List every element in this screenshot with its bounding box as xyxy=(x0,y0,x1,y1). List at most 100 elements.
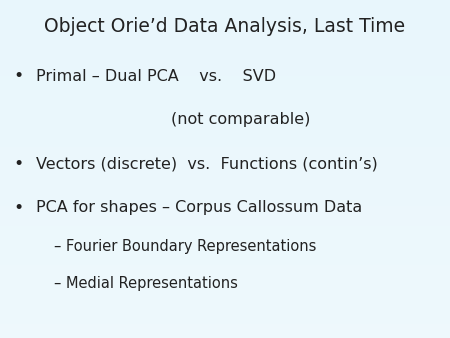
Bar xyxy=(0,59,450,61)
Bar xyxy=(0,230,450,232)
Bar xyxy=(0,56,450,57)
Bar xyxy=(0,132,450,134)
Bar xyxy=(0,210,450,211)
Bar xyxy=(0,15,450,17)
Bar xyxy=(0,292,450,294)
Bar xyxy=(0,137,450,139)
Text: PCA for shapes – Corpus Callossum Data: PCA for shapes – Corpus Callossum Data xyxy=(36,200,362,215)
Bar xyxy=(0,81,450,83)
Bar xyxy=(0,265,450,267)
Bar xyxy=(0,101,450,103)
Bar xyxy=(0,188,450,189)
Bar xyxy=(0,336,450,338)
Bar xyxy=(0,44,450,46)
Bar xyxy=(0,267,450,269)
Bar xyxy=(0,120,450,122)
Bar xyxy=(0,269,450,270)
Bar xyxy=(0,103,450,105)
Bar xyxy=(0,74,450,76)
Bar xyxy=(0,319,450,321)
Bar xyxy=(0,208,450,210)
Bar xyxy=(0,232,450,233)
Bar xyxy=(0,46,450,47)
Bar xyxy=(0,223,450,225)
Bar xyxy=(0,313,450,314)
Text: – Medial Representations: – Medial Representations xyxy=(54,276,238,291)
Bar xyxy=(0,98,450,100)
Bar xyxy=(0,17,450,19)
Bar xyxy=(0,299,450,301)
Bar xyxy=(0,257,450,259)
Bar xyxy=(0,22,450,24)
Bar xyxy=(0,105,450,106)
Bar xyxy=(0,32,450,34)
Bar xyxy=(0,176,450,177)
Bar xyxy=(0,113,450,115)
Bar xyxy=(0,5,450,7)
Bar xyxy=(0,177,450,179)
Bar xyxy=(0,304,450,306)
Bar xyxy=(0,93,450,95)
Bar xyxy=(0,57,450,59)
Bar xyxy=(0,252,450,254)
Bar xyxy=(0,108,450,110)
Bar xyxy=(0,237,450,238)
Bar xyxy=(0,61,450,63)
Bar xyxy=(0,135,450,137)
Bar xyxy=(0,91,450,93)
Bar xyxy=(0,181,450,183)
Bar xyxy=(0,86,450,88)
Bar xyxy=(0,183,450,184)
Bar xyxy=(0,248,450,250)
Bar xyxy=(0,172,450,174)
Bar xyxy=(0,14,450,15)
Text: Vectors (discrete)  vs.  Functions (contin’s): Vectors (discrete) vs. Functions (contin… xyxy=(36,156,378,171)
Text: Object Orie’d Data Analysis, Last Time: Object Orie’d Data Analysis, Last Time xyxy=(45,17,405,36)
Bar xyxy=(0,215,450,216)
Bar xyxy=(0,193,450,194)
Bar xyxy=(0,264,450,265)
Bar xyxy=(0,306,450,308)
Bar xyxy=(0,128,450,130)
Bar xyxy=(0,73,450,74)
Bar xyxy=(0,169,450,171)
Bar xyxy=(0,117,450,118)
Bar xyxy=(0,201,450,203)
Bar xyxy=(0,8,450,10)
Bar xyxy=(0,225,450,226)
Bar xyxy=(0,194,450,196)
Bar xyxy=(0,199,450,201)
Bar xyxy=(0,330,450,331)
Bar xyxy=(0,308,450,309)
Bar xyxy=(0,297,450,299)
Bar xyxy=(0,142,450,144)
Bar xyxy=(0,76,450,78)
Bar xyxy=(0,35,450,37)
Bar xyxy=(0,301,450,303)
Bar xyxy=(0,238,450,240)
Bar xyxy=(0,29,450,30)
Bar xyxy=(0,157,450,159)
Bar xyxy=(0,83,450,84)
Bar xyxy=(0,167,450,169)
Bar xyxy=(0,326,450,328)
Bar xyxy=(0,118,450,120)
Bar xyxy=(0,198,450,199)
Bar xyxy=(0,42,450,44)
Bar xyxy=(0,204,450,206)
Bar xyxy=(0,147,450,149)
Bar xyxy=(0,296,450,297)
Bar xyxy=(0,282,450,284)
Bar xyxy=(0,274,450,275)
Bar xyxy=(0,149,450,150)
Bar xyxy=(0,311,450,313)
Bar xyxy=(0,145,450,147)
Bar xyxy=(0,333,450,335)
Bar xyxy=(0,286,450,287)
Bar xyxy=(0,39,450,41)
Text: (not comparable): (not comparable) xyxy=(171,113,310,127)
Bar xyxy=(0,125,450,127)
Bar xyxy=(0,69,450,71)
Bar xyxy=(0,309,450,311)
Bar xyxy=(0,203,450,204)
